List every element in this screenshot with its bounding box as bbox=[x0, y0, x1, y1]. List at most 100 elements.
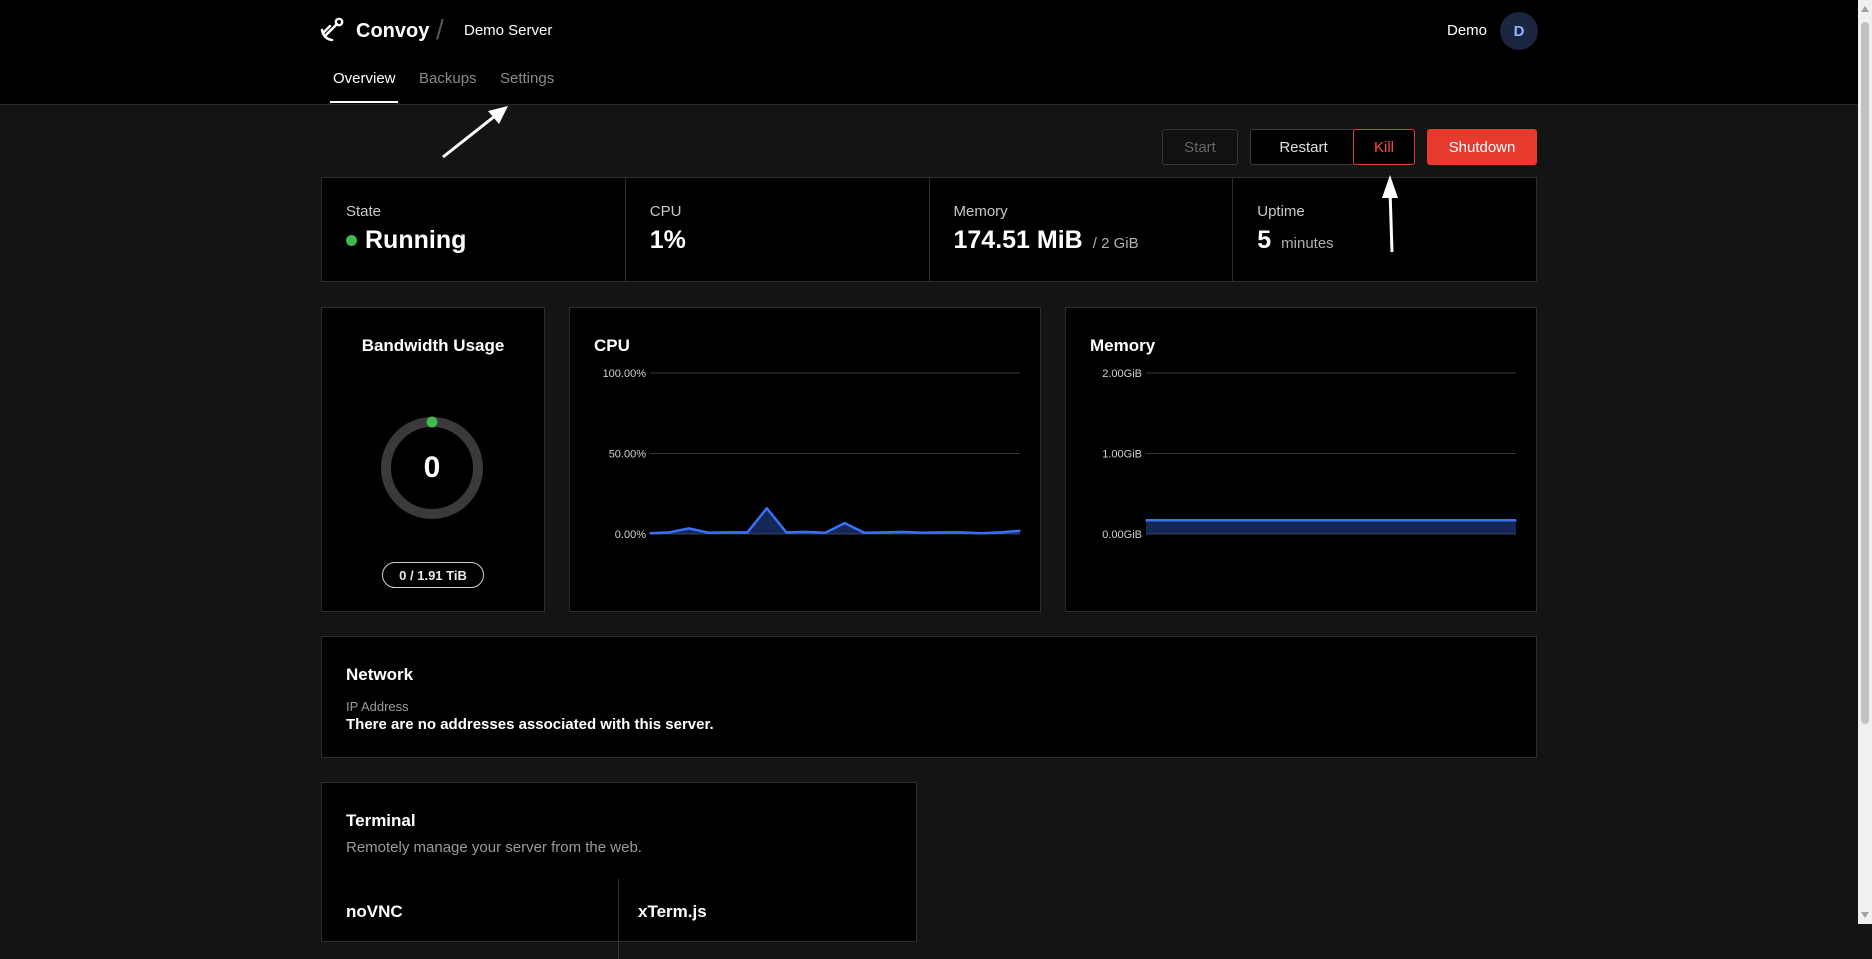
ip-address-label: IP Address bbox=[346, 699, 409, 714]
data-point bbox=[649, 532, 651, 534]
network-title: Network bbox=[346, 665, 414, 684]
network-card: Network IP Address There are no addresse… bbox=[321, 636, 1537, 758]
tab-settings[interactable]: Settings bbox=[500, 70, 555, 87]
data-point bbox=[1417, 519, 1420, 522]
memory-chart-card: Memory 2.00GiB 1.00GiB 0.00GiB bbox=[1065, 307, 1537, 612]
gauge-indicator bbox=[426, 416, 438, 428]
data-point bbox=[707, 531, 710, 534]
anchor-logo-icon bbox=[320, 16, 346, 47]
data-point bbox=[1242, 519, 1245, 522]
data-point bbox=[824, 531, 827, 534]
data-point bbox=[1320, 519, 1323, 522]
brand[interactable]: Convoy bbox=[320, 16, 429, 47]
data-point bbox=[1203, 519, 1206, 522]
data-point bbox=[941, 531, 943, 534]
stat-label: State bbox=[346, 203, 382, 220]
data-point bbox=[1378, 519, 1381, 522]
chart-title: Memory bbox=[1090, 336, 1156, 355]
data-point bbox=[1223, 519, 1225, 522]
scroll-down-icon[interactable] bbox=[1861, 912, 1869, 918]
bandwidth-value: 0 bbox=[423, 451, 441, 484]
xtermjs-option[interactable]: xTerm.js bbox=[638, 902, 707, 921]
stat-value: 1% bbox=[649, 226, 686, 254]
data-point bbox=[863, 531, 865, 534]
data-point bbox=[882, 531, 885, 534]
tab-backups[interactable]: Backups bbox=[419, 70, 477, 87]
cpu-chart-card: CPU 100.00% 50.00% 0.00% bbox=[569, 307, 1041, 612]
stat-state: State Running bbox=[322, 178, 626, 281]
data-point bbox=[999, 531, 1002, 534]
data-point bbox=[843, 522, 846, 524]
stat-label: Uptime bbox=[1257, 203, 1305, 220]
y-tick-label: 100.00% bbox=[603, 368, 647, 380]
user-name[interactable]: Demo bbox=[1447, 22, 1488, 39]
data-point bbox=[668, 531, 671, 534]
bandwidth-title: Bandwidth Usage bbox=[361, 336, 505, 355]
data-point bbox=[902, 531, 904, 533]
stat-value: Running bbox=[365, 226, 467, 254]
bandwidth-usage-badge: 0 / 1.91 TiB bbox=[382, 562, 484, 588]
start-button[interactable]: Start bbox=[1162, 129, 1238, 165]
active-tab-indicator bbox=[330, 101, 398, 103]
memory-chart: 2.00GiB 1.00GiB 0.00GiB bbox=[1102, 368, 1517, 541]
top-bar: Convoy / Demo Server Demo D Overview Bac… bbox=[0, 0, 1858, 105]
stat-uptime-value-row: 5 minutes bbox=[1257, 226, 1512, 255]
data-point bbox=[1301, 519, 1303, 522]
stat-cpu: CPU 1% bbox=[626, 178, 930, 281]
bandwidth-card: Bandwidth Usage 0 0 / 1.91 TiB bbox=[321, 307, 545, 612]
novnc-option[interactable]: noVNC bbox=[346, 902, 403, 921]
series-area bbox=[650, 508, 1020, 534]
data-point bbox=[1398, 519, 1400, 522]
y-tick-label: 2.00GiB bbox=[1102, 368, 1142, 380]
annotation-arrow-settings bbox=[442, 106, 508, 159]
data-point bbox=[960, 531, 963, 534]
y-tick-label: 0.00GiB bbox=[1102, 529, 1142, 541]
stat-state-value-row: Running bbox=[346, 226, 601, 255]
status-dot-icon bbox=[346, 235, 357, 246]
ip-address-value: There are no addresses associated with t… bbox=[346, 716, 714, 733]
shutdown-button[interactable]: Shutdown bbox=[1427, 129, 1537, 165]
data-point bbox=[1145, 519, 1147, 522]
scrollbar-thumb[interactable] bbox=[1861, 22, 1869, 724]
data-point bbox=[921, 531, 924, 534]
y-tick-label: 50.00% bbox=[609, 449, 647, 461]
data-point bbox=[727, 531, 729, 534]
stat-uptime: Uptime 5 minutes bbox=[1233, 178, 1536, 281]
terminal-divider bbox=[618, 879, 619, 959]
data-point bbox=[688, 527, 690, 530]
data-point bbox=[1339, 519, 1342, 522]
stat-value: 5 bbox=[1257, 226, 1272, 254]
data-point bbox=[1019, 530, 1021, 532]
stat-limit: / 2 GiB bbox=[1092, 235, 1139, 252]
data-point bbox=[766, 507, 768, 509]
breadcrumb-separator: / bbox=[436, 14, 444, 45]
kill-button[interactable]: Kill bbox=[1353, 129, 1415, 165]
restart-button[interactable]: Restart bbox=[1250, 129, 1357, 165]
stat-label: Memory bbox=[953, 203, 1008, 220]
tab-overview[interactable]: Overview bbox=[333, 70, 396, 87]
avatar[interactable]: D bbox=[1500, 12, 1538, 50]
chart-title: CPU bbox=[594, 336, 630, 355]
data-point bbox=[805, 531, 807, 533]
data-point bbox=[1437, 519, 1439, 522]
scroll-up-icon[interactable] bbox=[1861, 6, 1869, 12]
stat-memory-value-row: 174.51 MiB / 2 GiB bbox=[954, 226, 1209, 255]
stat-value: 174.51 MiB bbox=[953, 226, 1083, 254]
stat-unit: minutes bbox=[1281, 235, 1334, 252]
data-point bbox=[1184, 519, 1186, 522]
stat-memory: Memory 174.51 MiB / 2 GiB bbox=[930, 178, 1234, 281]
data-point bbox=[1281, 519, 1284, 522]
y-tick-label: 0.00% bbox=[615, 529, 646, 541]
data-point bbox=[785, 531, 788, 534]
cpu-chart: 100.00% 50.00% 0.00% bbox=[603, 368, 1021, 541]
data-point bbox=[746, 531, 749, 534]
app-name: Convoy bbox=[356, 20, 430, 42]
y-tick-label: 1.00GiB bbox=[1102, 449, 1142, 461]
terminal-card: Terminal Remotely manage your server fro… bbox=[321, 782, 917, 959]
server-name[interactable]: Demo Server bbox=[464, 22, 553, 39]
data-point bbox=[1476, 519, 1478, 522]
series-line bbox=[649, 506, 1021, 535]
server-stats: State Running CPU 1% Memory 174.51 MiB /… bbox=[321, 177, 1537, 282]
data-point bbox=[980, 532, 982, 534]
terminal-subtitle: Remotely manage your server from the web… bbox=[346, 839, 642, 856]
